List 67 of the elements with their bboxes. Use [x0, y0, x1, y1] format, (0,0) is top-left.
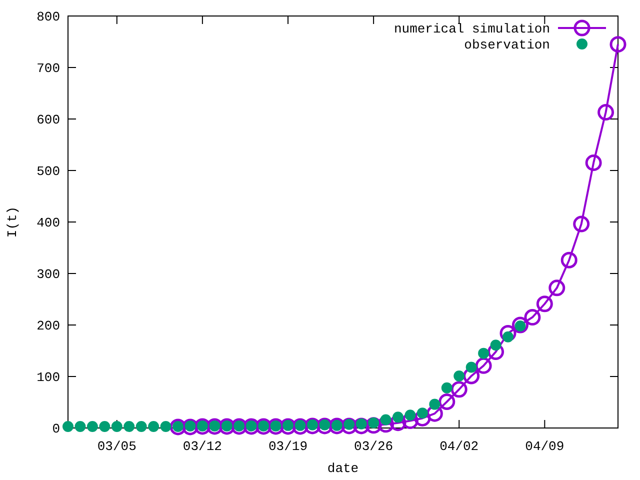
- point: [500, 324, 516, 342]
- point: [610, 36, 626, 53]
- point: [111, 420, 122, 432]
- point: [328, 418, 346, 434]
- point: [512, 316, 528, 334]
- x-tick-label: 03/05: [97, 439, 136, 454]
- point: [466, 362, 477, 373]
- point: [292, 418, 308, 435]
- x-tick-label: 04/02: [440, 439, 479, 454]
- y-tick-label: 0: [52, 422, 60, 437]
- y-tick-label: 400: [36, 216, 60, 231]
- point: [230, 418, 248, 435]
- point: [490, 340, 502, 351]
- point: [268, 418, 284, 435]
- point: [170, 418, 186, 436]
- point: [463, 368, 480, 384]
- x-tick-label: 03/12: [182, 439, 222, 454]
- point: [404, 410, 416, 421]
- point: [340, 418, 358, 434]
- point: [598, 104, 614, 121]
- x-tick-label: 03/26: [354, 439, 394, 454]
- point: [450, 381, 468, 398]
- point: [475, 357, 492, 374]
- point: [478, 348, 490, 359]
- point: [182, 418, 198, 436]
- y-tick-label: 700: [36, 61, 60, 76]
- point: [548, 280, 566, 296]
- legend-label: numerical simulation: [394, 22, 550, 37]
- point: [86, 420, 98, 432]
- legend-label: observation: [464, 38, 550, 53]
- point: [136, 420, 147, 432]
- point: [560, 252, 578, 268]
- point: [304, 418, 321, 434]
- y-tick-label: 800: [36, 10, 60, 25]
- point: [218, 418, 236, 435]
- point: [148, 420, 160, 432]
- point: [488, 344, 504, 360]
- point: [426, 405, 443, 422]
- point: [316, 418, 333, 434]
- point: [536, 296, 553, 312]
- x-tick-label: 04/09: [525, 439, 564, 454]
- y-tick-label: 100: [36, 370, 60, 386]
- point: [99, 420, 110, 432]
- y-tick-label: 300: [36, 267, 60, 282]
- y-tick-label: 200: [36, 318, 60, 334]
- point: [255, 418, 272, 435]
- point: [441, 382, 452, 394]
- y-tick-label: 500: [36, 164, 60, 180]
- point: [585, 154, 602, 172]
- point: [160, 420, 172, 432]
- point: [243, 418, 260, 435]
- point: [392, 412, 404, 423]
- point: [524, 309, 541, 326]
- x-axis-title: date: [327, 461, 359, 476]
- y-tick-label: 600: [36, 112, 60, 128]
- point: [573, 216, 590, 232]
- x-tick-label: 03/19: [268, 439, 308, 454]
- point: [74, 420, 86, 432]
- point: [429, 398, 440, 410]
- point: [280, 418, 296, 435]
- y-axis-title: I(t): [5, 206, 20, 238]
- point: [454, 370, 465, 382]
- point: [206, 418, 223, 435]
- point: [438, 393, 456, 410]
- point: [62, 420, 74, 432]
- point: [194, 418, 211, 435]
- point: [124, 420, 135, 432]
